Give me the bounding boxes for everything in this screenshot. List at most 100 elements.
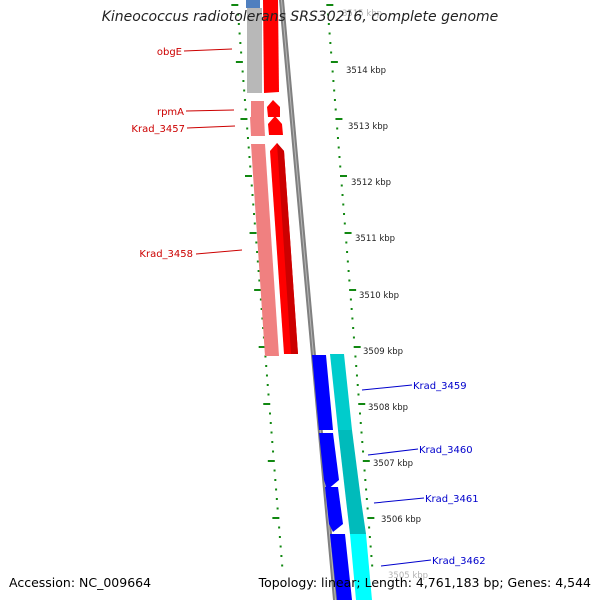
- ruler-major-tick: [231, 4, 239, 6]
- gene-block-Krad_3459-alt[interactable]: [330, 354, 352, 430]
- ruler-major-tick: [235, 61, 243, 63]
- gene-arrow-rpmA[interactable]: [267, 100, 280, 117]
- accession-text: Accession: NC_009664: [9, 575, 152, 590]
- topology-text: Topology: linear; Length: 4,761,183 bp; …: [258, 575, 591, 590]
- ruler-tick: [278, 526, 281, 529]
- ruler-ticks-left: [231, 4, 284, 567]
- kbp-labels: 3515 kbp 3514 kbp 3513 kbp 3512 kbp 3511…: [342, 9, 428, 581]
- ruler-tick: [251, 194, 254, 196]
- ruler-major-tick: [245, 175, 252, 177]
- gene-block-top: [246, 0, 260, 8]
- ruler-tick: [357, 393, 360, 396]
- ruler-tick: [265, 374, 268, 377]
- gene-label-Krad_3462: Krad_3462: [432, 556, 486, 567]
- ruler-major-tick: [263, 403, 271, 405]
- ruler-tick: [274, 479, 277, 481]
- ruler-tick: [243, 89, 246, 92]
- ruler-tick: [365, 488, 368, 491]
- gene-block-Krad_3458[interactable]: [251, 144, 279, 356]
- ruler-tick: [238, 32, 241, 35]
- ruler-major-tick: [254, 289, 262, 291]
- ruler-tick: [347, 270, 350, 272]
- ruler-major-tick: [340, 175, 347, 177]
- reverse-genes: [312, 354, 372, 600]
- gene-block-Krad_3457[interactable]: [250, 117, 265, 136]
- ruler-tick: [252, 203, 255, 206]
- ruler-major-tick: [353, 346, 361, 348]
- ruler-tick: [275, 498, 278, 500]
- gene-block-Krad_3462[interactable]: [330, 534, 352, 600]
- kbp-label: 3507 kbp: [373, 459, 413, 469]
- ruler-tick: [368, 526, 371, 529]
- ruler-major-tick: [344, 232, 352, 234]
- ruler-tick: [330, 51, 333, 54]
- ruler-major-tick: [367, 517, 375, 519]
- ruler-tick: [237, 13, 240, 16]
- ruler-tick: [333, 89, 336, 92]
- ruler-tick: [361, 441, 364, 443]
- ruler-tick: [342, 203, 345, 206]
- leader-Krad_3462: [380, 559, 432, 567]
- ruler-tick: [331, 70, 334, 73]
- ruler-tick: [341, 194, 344, 196]
- ruler-tick: [265, 365, 268, 367]
- gene-label-Krad_3460: Krad_3460: [419, 445, 473, 456]
- ruler-major-tick: [362, 460, 370, 462]
- gene-block-Krad_3460-alt[interactable]: [338, 430, 361, 500]
- gene-arrow-Krad_3461[interactable]: [325, 487, 343, 532]
- ruler-tick: [270, 431, 273, 434]
- ruler-tick: [343, 222, 346, 225]
- gene-block-obgE-upper[interactable]: [263, 0, 279, 93]
- gene-arrow-Krad_3457[interactable]: [268, 116, 283, 135]
- ruler-tick: [366, 507, 369, 510]
- ruler-tick: [359, 422, 362, 424]
- gene-label-obgE: obgE: [157, 47, 182, 58]
- gene-arrow-Krad_3460[interactable]: [319, 433, 339, 490]
- gene-block-Krad_3462-alt[interactable]: [350, 534, 372, 600]
- kbp-label: 3515 kbp: [342, 9, 382, 19]
- ruler-tick: [359, 412, 361, 415]
- ruler-tick: [352, 327, 355, 329]
- gene-block-Krad_3461-alt[interactable]: [346, 500, 366, 534]
- ruler-tick: [242, 80, 245, 82]
- ruler-tick: [352, 336, 355, 339]
- ruler-tick: [258, 279, 261, 282]
- gene-label-Krad_3458: Krad_3458: [139, 249, 193, 260]
- gene-label-rpmA: rpmA: [157, 107, 184, 118]
- forward-genes: [246, 0, 298, 356]
- ruler-tick: [246, 137, 249, 139]
- kbp-label: 3513 kbp: [348, 122, 388, 132]
- kbp-label: 3508 kbp: [368, 403, 408, 413]
- ruler-tick: [332, 80, 335, 82]
- ruler-tick: [257, 270, 260, 272]
- ruler-tick: [349, 298, 352, 301]
- ruler-tick: [280, 555, 283, 557]
- ruler-tick: [256, 260, 259, 263]
- ruler-ticks-right: [326, 4, 375, 567]
- gene-block-obgE: [247, 8, 262, 93]
- ruler-tick: [338, 156, 341, 158]
- ruler-tick: [247, 146, 250, 149]
- ruler-tick: [255, 241, 258, 244]
- gene-label-leaders: [183, 48, 432, 567]
- ruler-tick: [246, 127, 249, 130]
- ruler-tick: [269, 422, 272, 424]
- leader-Krad_3461: [373, 497, 425, 504]
- ruler-major-tick: [330, 61, 338, 63]
- ruler-tick: [244, 108, 247, 111]
- gene-labels-left: obgE rpmA Krad_3457 Krad_3458: [131, 47, 193, 260]
- ruler-tick: [356, 384, 359, 386]
- ruler-major-tick: [267, 460, 275, 462]
- ruler-tick: [351, 317, 354, 320]
- gene-block-Krad_3459[interactable]: [312, 355, 333, 430]
- ruler-tick: [239, 42, 242, 44]
- ruler-tick: [348, 279, 351, 282]
- ruler-tick: [340, 184, 343, 187]
- kbp-label: 3510 kbp: [359, 291, 399, 301]
- ruler-tick: [354, 355, 357, 358]
- ruler-tick: [371, 564, 374, 567]
- ruler-tick: [336, 127, 339, 130]
- gene-block-rpmA[interactable]: [251, 101, 264, 118]
- ruler-tick: [333, 99, 336, 101]
